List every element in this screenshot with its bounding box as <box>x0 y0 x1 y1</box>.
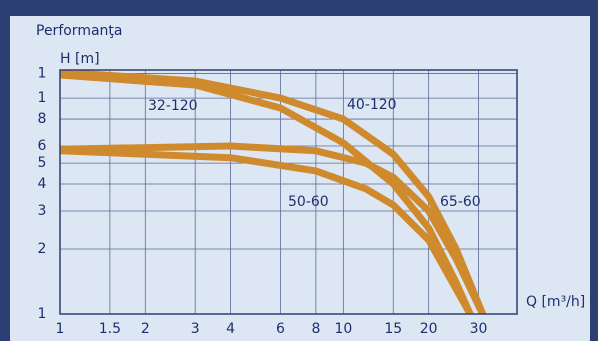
y-tick-label: 4 <box>38 176 47 192</box>
plot-border <box>59 69 518 315</box>
x-tick-label: 20 <box>420 321 438 337</box>
y-tick-label: 2 <box>38 241 47 257</box>
pump-curve <box>60 147 474 314</box>
y-tick-label: 8 <box>38 111 47 127</box>
x-tick-label: 15 <box>384 321 402 337</box>
x-tick-label: 10 <box>334 321 352 337</box>
curve-label: 50-60 <box>288 194 329 210</box>
y-tick-label: 1 <box>38 66 47 82</box>
y-axis-label: H [m] <box>60 51 100 67</box>
pump-curve <box>60 70 487 314</box>
x-tick-label: 2 <box>141 321 150 337</box>
curve-label: 40-120 <box>347 97 397 113</box>
pump-curve <box>60 142 487 314</box>
curve-label: 32-120 <box>148 98 198 114</box>
x-tick-label: 8 <box>311 321 320 337</box>
x-tick-label: 6 <box>276 321 285 337</box>
x-tick-label: 4 <box>226 321 235 337</box>
y-tick-label: 5 <box>38 155 47 171</box>
y-tick-label: 1 <box>38 306 47 322</box>
y-tick-label: 1 <box>38 90 47 106</box>
x-tick-label: 1 <box>56 321 65 337</box>
chart-title: Performanţa <box>36 23 122 39</box>
x-tick-label: 30 <box>470 321 488 337</box>
x-tick-label: 3 <box>191 321 200 337</box>
y-tick-label: 3 <box>38 203 47 219</box>
y-tick-label: 6 <box>38 138 47 154</box>
x-axis-label: Q [m³/h] <box>526 294 585 310</box>
curve-label: 65-60 <box>440 194 481 210</box>
x-tick-label: 1.5 <box>99 321 121 337</box>
